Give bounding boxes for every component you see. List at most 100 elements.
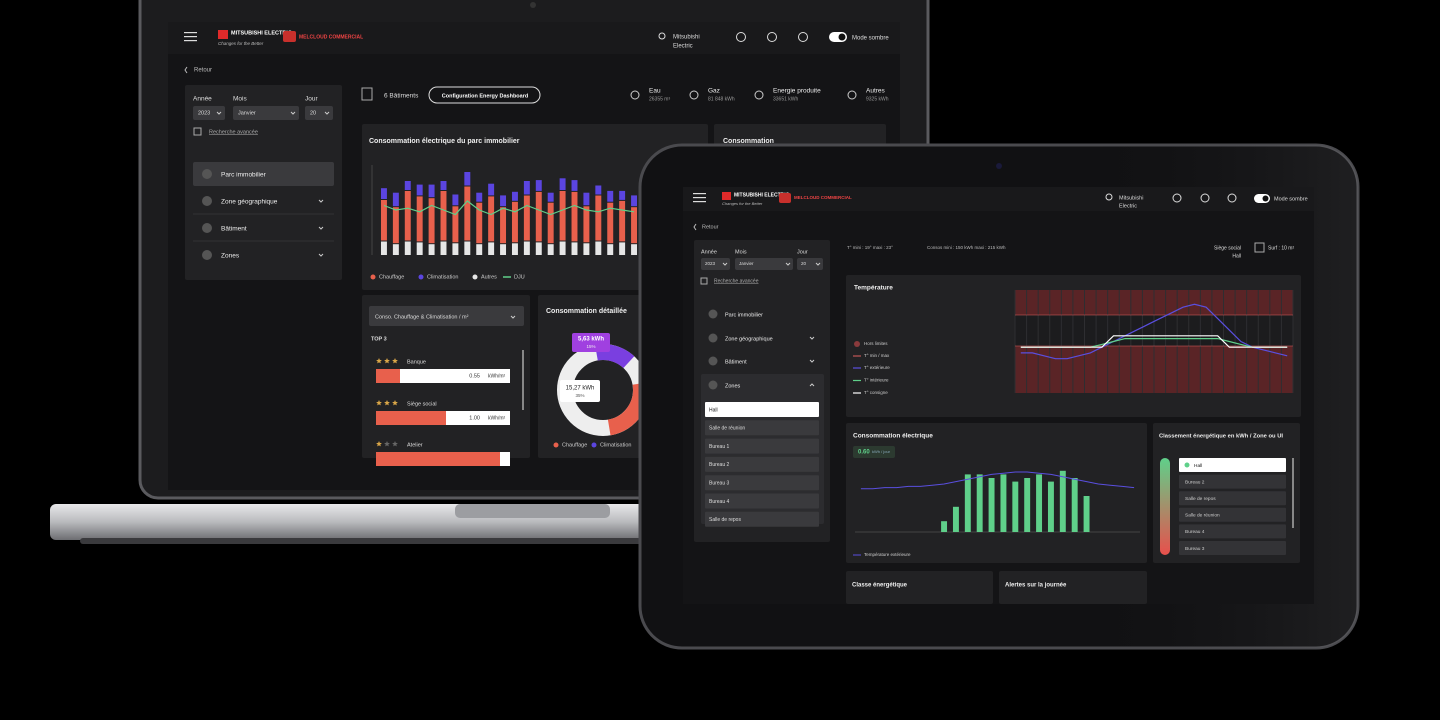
bar-segment [380,188,387,199]
select-value[interactable]: Conso. Chauffage & Climatisation / m² [375,314,469,320]
legend-label: T° intérieure [864,378,889,383]
star-icon [376,358,382,364]
header-icon[interactable] [767,32,777,42]
bar-segment [619,190,626,200]
back-icon [184,66,188,74]
zone-item [705,438,819,454]
zone-label[interactable]: Hall [709,407,718,413]
select-value[interactable]: 20 [801,261,807,266]
label: Température [854,285,893,292]
menu-icon [693,201,706,203]
user-icon [658,32,666,40]
label: 15,27 kWh [566,386,595,392]
label: Consommation détaillée [546,308,627,315]
select-value[interactable]: 2023 [198,110,210,116]
dark-mode-label[interactable]: Mode sombre [852,36,889,42]
bar-segment [464,241,471,255]
bar-segment [547,192,554,202]
label: Consos mini : 150 kWh maxi : 215 kWh [927,245,1006,250]
bar-segment [511,201,518,243]
chevron-icon [722,262,728,266]
bar-segment [559,191,566,241]
legend-label: Climatisation [600,442,631,448]
toggle-knob [838,33,846,41]
nav-item[interactable]: Parc immobilier [221,172,267,179]
label: Gaz [708,88,720,95]
nav-icon [708,380,718,390]
bar-segment [416,196,423,242]
bar-segment [488,196,495,242]
rank-label[interactable]: Bureau 4 [1185,529,1205,535]
label: 9325 kWh [866,96,889,102]
bar-fill [376,452,500,466]
nav-item[interactable]: Bâtiment [725,359,747,365]
chevron-icon [290,111,296,115]
zone-label[interactable]: Salle de repos [709,517,741,523]
star-icon [392,400,398,406]
bar [1071,478,1078,532]
scrollbar [522,350,524,410]
label: Année [193,96,212,103]
nav-item[interactable]: Zones [725,383,741,389]
chevron-icon [324,111,330,115]
bar-segment [380,241,387,255]
alerts-panel [999,571,1147,604]
bar-segment [464,172,471,186]
stat-icon [754,90,764,100]
back-link[interactable]: Retour [194,68,212,74]
nav-item[interactable]: Parc immobilier [725,312,763,318]
header-icon[interactable] [1200,193,1210,203]
bar-segment [440,241,447,255]
melcloud-logo [283,31,296,42]
header-icon[interactable] [736,32,746,42]
rank-label[interactable]: Salle de repos [1185,496,1216,502]
bar [1059,470,1066,532]
bar-segment [476,244,483,255]
dark-mode-label[interactable]: Mode sombre [1274,196,1308,202]
header-icon[interactable] [1172,193,1182,203]
select-value[interactable]: 20 [310,110,316,116]
select-value[interactable]: Janvier [238,110,256,116]
bar-segment [392,207,399,244]
bar [1012,481,1019,532]
zone-label[interactable]: Bureau 3 [709,481,730,487]
nav-item[interactable]: Bâtiment [221,226,247,233]
star-icon [384,358,390,364]
label: Classe énergétique [852,583,908,589]
bar-segment [440,191,447,241]
config-button-label[interactable]: Configuration Energy Dashboard [442,93,528,99]
legend-swatch [472,274,478,280]
label: Alertes sur la journée [1005,583,1067,589]
zone-label[interactable]: Bureau 2 [709,462,730,468]
rank-label[interactable]: Salle de réunion [1185,513,1220,519]
zone-label[interactable]: Salle de réunion [709,426,745,432]
select-value[interactable]: Janvier [739,261,754,266]
rank-item [1179,541,1286,555]
nav-item[interactable]: Zones [221,253,240,260]
temperature-line [1020,303,1288,360]
star-icon [392,441,398,447]
zone-label[interactable]: Bureau 1 [709,444,730,450]
rank-label[interactable]: Hall [1194,463,1202,469]
bar-segment [607,244,614,255]
zone-label[interactable]: Bureau 4 [709,499,730,505]
advanced-search[interactable]: Recherche avancée [209,129,258,135]
rank-label[interactable]: Bureau 3 [1185,546,1205,552]
bar-segment [535,242,542,255]
select-value[interactable]: 2023 [705,261,716,266]
nav-item[interactable]: Zone géographique [725,336,773,342]
header-icon[interactable] [1227,193,1237,203]
advanced-search[interactable]: Recherche avancée [714,278,759,284]
config-button [428,86,541,104]
nav-item[interactable]: Zone géographique [221,199,278,206]
header-icon[interactable] [798,32,808,42]
label: Banque [407,359,426,365]
label: Surf : 10 m² [1268,245,1294,251]
label: Hall [1232,253,1241,259]
back-link[interactable]: Retour [702,224,719,230]
legend-swatch [553,442,559,448]
bar-segment [452,243,459,255]
rank-label[interactable]: Bureau 2 [1185,479,1205,485]
label: Electric [673,44,693,50]
